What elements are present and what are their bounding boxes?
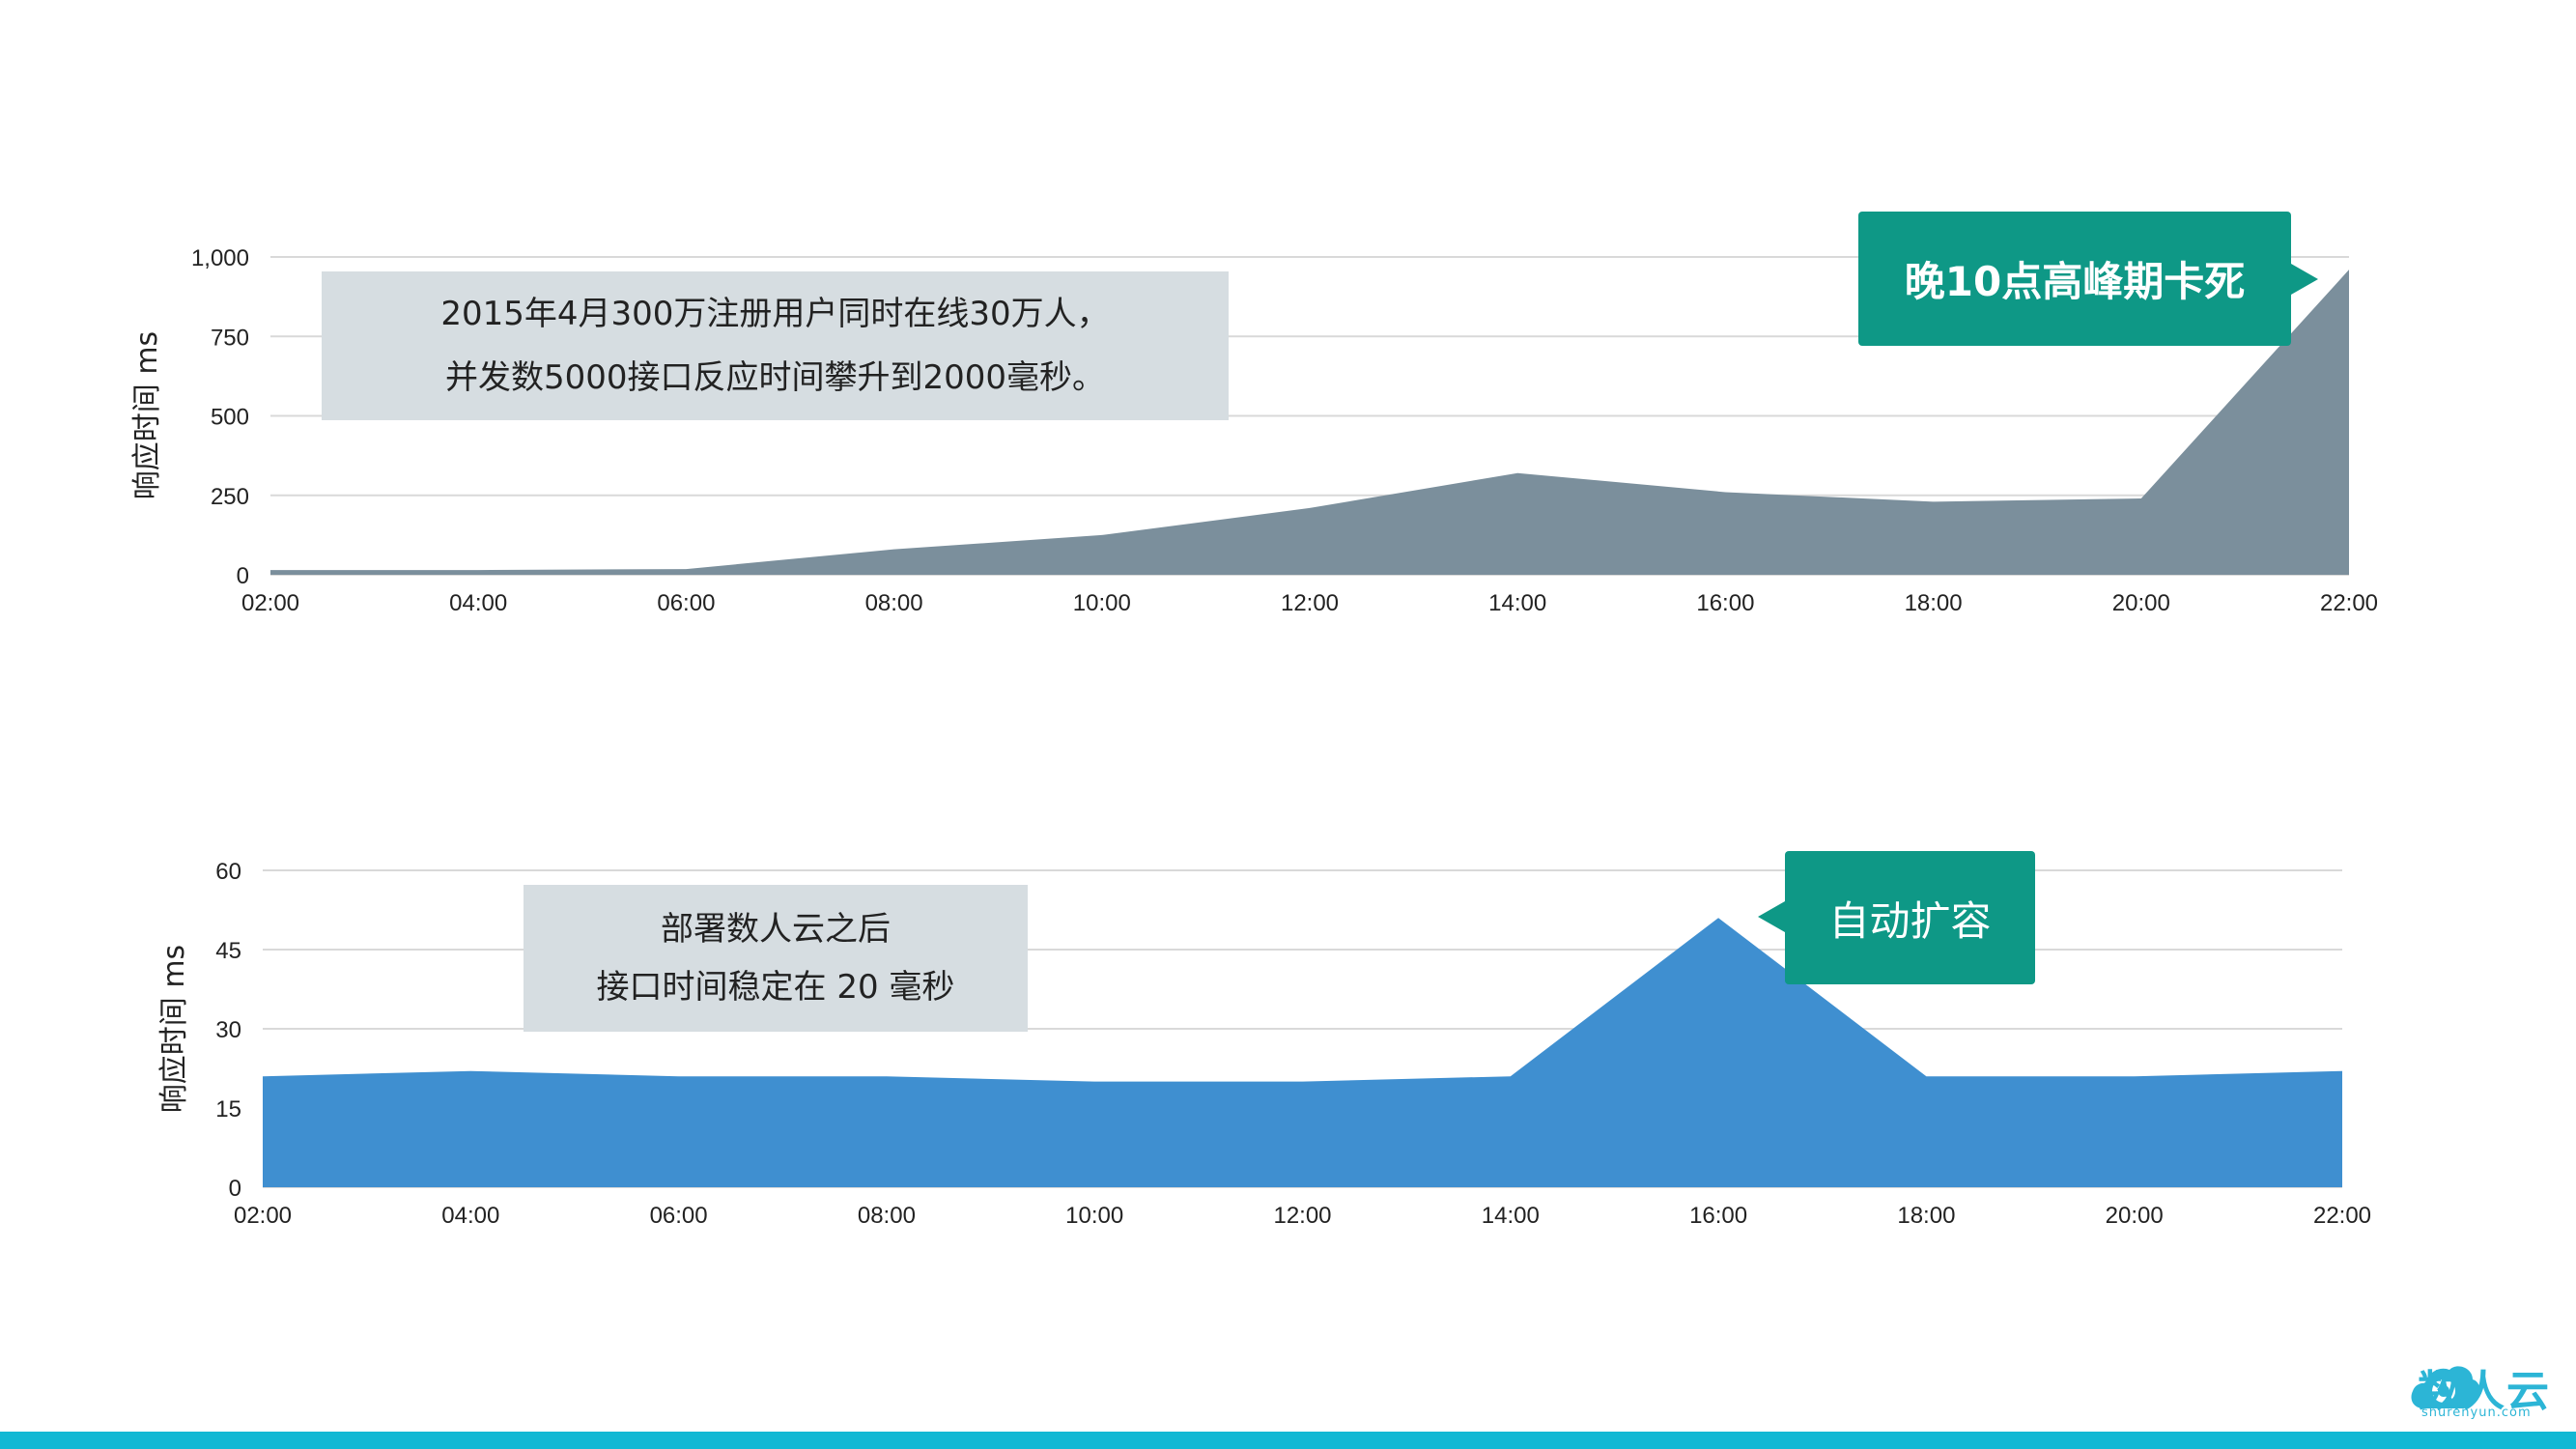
y-tick-label: 500 [211, 405, 249, 431]
chart-1-callout: 晚10点高峰期卡死 [1858, 212, 2318, 346]
chart-1-note-box: 2015年4月300万注册用户同时在线30万人， 并发数5000接口反应时间攀升… [322, 271, 1229, 420]
x-tick-label: 06:00 [657, 590, 715, 616]
y-axis-label: 响应时间 ms [130, 331, 164, 499]
y-tick-label: 750 [211, 325, 249, 351]
y-tick-label: 250 [211, 484, 249, 510]
y-tick-label: 0 [237, 563, 249, 589]
y-tick-label: 45 [215, 938, 241, 964]
cloud-logo-icon [2411, 1366, 2480, 1408]
x-tick-label: 16:00 [1696, 590, 1754, 616]
response-time-chart-after: 0 15 30 45 60 02:00 04:00 06:00 08:00 10:00 12:00 1… [157, 859, 2371, 1229]
x-tick-label: 06:00 [650, 1203, 708, 1229]
x-tick-label: 22:00 [2313, 1203, 2371, 1229]
x-tick-label: 20:00 [2106, 1203, 2164, 1229]
x-tick-label: 12:00 [1281, 590, 1339, 616]
y-axis-label: 响应时间 ms [157, 945, 191, 1113]
brand-name: 数人云 [2418, 1367, 2551, 1416]
chart-2-callout: 自动扩容 [1758, 851, 2035, 984]
bottom-accent-bar [0, 1432, 2576, 1449]
x-tick-label: 04:00 [449, 590, 507, 616]
chart-2-note-box: 部署数人云之后 接口时间稳定在 20 毫秒 [524, 885, 1028, 1032]
y-tick-label: 0 [229, 1176, 241, 1202]
y-tick-label: 60 [215, 859, 241, 885]
x-tick-label: 02:00 [241, 590, 299, 616]
chart-2-callout-text: 自动扩容 [1828, 896, 1992, 945]
x-tick-label: 08:00 [858, 1203, 916, 1229]
y-tick-label: 15 [215, 1096, 241, 1122]
chart-1-note-line-2: 并发数5000接口反应时间攀升到2000毫秒。 [444, 358, 1106, 397]
x-tick-label: 14:00 [1488, 590, 1546, 616]
x-tick-label: 10:00 [1065, 1203, 1123, 1229]
y-tick-label: 30 [215, 1017, 241, 1043]
x-tick-label: 20:00 [2112, 590, 2170, 616]
x-tick-label: 22:00 [2320, 590, 2378, 616]
x-tick-label: 02:00 [234, 1203, 292, 1229]
area-series [263, 918, 2342, 1187]
x-tick-label: 18:00 [1897, 1203, 1955, 1229]
chart-2-note-line-2: 接口时间稳定在 20 毫秒 [596, 968, 955, 1007]
x-tick-label: 18:00 [1905, 590, 1963, 616]
x-tick-label: 08:00 [865, 590, 923, 616]
x-tick-label: 16:00 [1689, 1203, 1747, 1229]
brand-url: shurenyun.com [2421, 1406, 2532, 1420]
response-time-chart-before: 0 250 500 750 1,000 02:00 04:00 06:00 08:00 10:00… [130, 245, 2378, 616]
x-tick-label: 04:00 [441, 1203, 499, 1229]
x-tick-label: 10:00 [1073, 590, 1131, 616]
callout-pointer-icon [1758, 901, 1785, 932]
x-tick-label: 12:00 [1273, 1203, 1331, 1229]
chart-1-callout-text: 晚10点高峰期卡死 [1904, 258, 2246, 305]
callout-pointer-icon [2291, 264, 2318, 295]
area-series [270, 270, 2349, 575]
x-tick-label: 14:00 [1482, 1203, 1540, 1229]
chart-2-note-line-1: 部署数人云之后 [661, 910, 891, 949]
chart-1-note-line-1: 2015年4月300万注册用户同时在线30万人， [440, 295, 1110, 333]
y-tick-label: 1,000 [191, 245, 249, 271]
